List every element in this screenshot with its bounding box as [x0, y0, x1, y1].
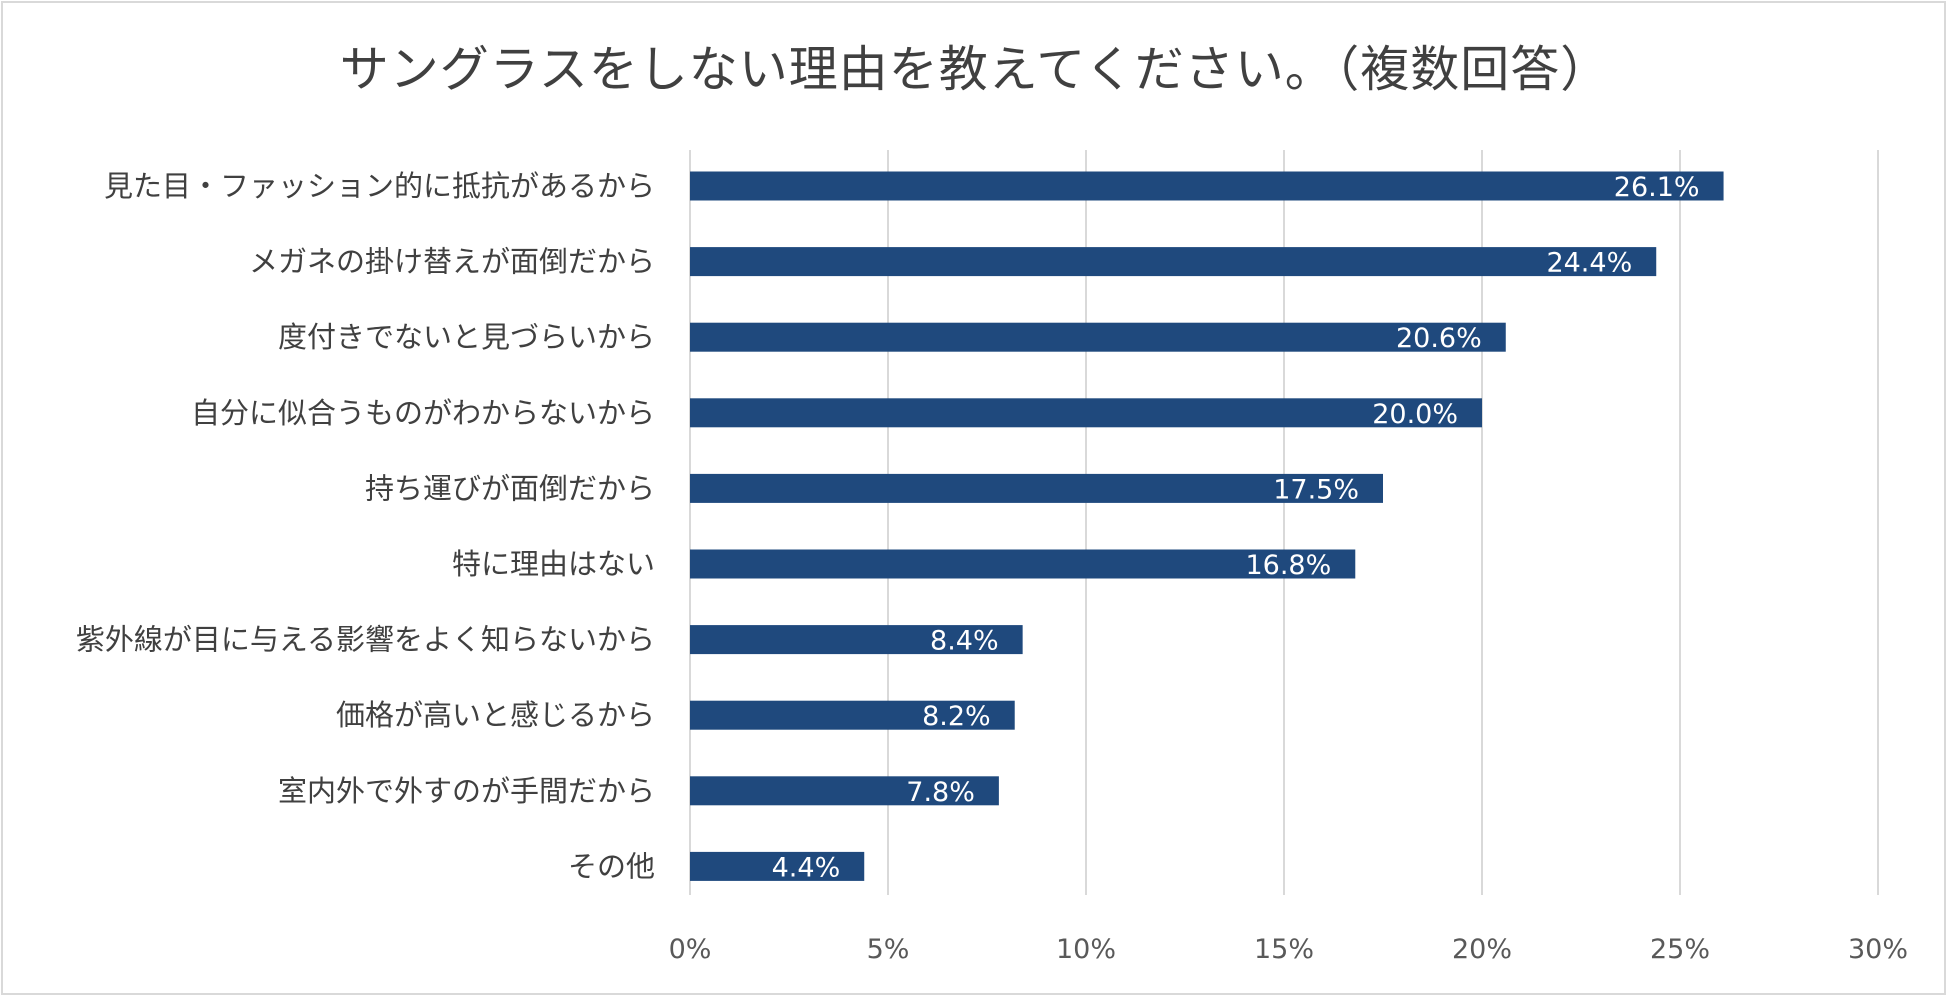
data-label: 4.4% [772, 852, 841, 883]
bar [690, 776, 999, 806]
bar [690, 473, 1383, 503]
category-label: その他 [568, 849, 655, 883]
bar [690, 851, 865, 881]
category-label: 度付きでないと見づらいから [278, 320, 655, 354]
bar [690, 171, 1724, 201]
bar [690, 247, 1657, 277]
x-tick-label: 10% [1056, 934, 1116, 965]
x-tick-label: 5% [867, 934, 910, 965]
chart-title: サングラスをしない理由を教えてください。（複数回答） [339, 41, 1611, 98]
category-label: 自分に似合うものがわからないから [191, 396, 655, 430]
x-axis-tick-labels: 0% 5% 10% 15% 20% 25% 30% [669, 934, 1908, 965]
x-tick-label: 0% [669, 934, 712, 965]
bar [690, 398, 1482, 428]
bar [690, 322, 1506, 352]
data-label: 20.6% [1396, 323, 1482, 354]
x-tick-label: 30% [1848, 934, 1908, 965]
x-tick-label: 20% [1452, 934, 1512, 965]
bar [690, 549, 1356, 579]
category-label: 紫外線が目に与える影響をよく知らないから [76, 623, 655, 657]
category-label: 室内外で外すのが手間だから [278, 774, 655, 808]
data-label: 26.1% [1614, 172, 1700, 203]
data-label: 17.5% [1273, 474, 1359, 505]
category-label: 見た目・ファッション的に抵抗があるから [104, 169, 655, 203]
data-label: 16.8% [1245, 550, 1331, 581]
category-label: 特に理由はない [452, 547, 655, 581]
data-label: 7.8% [906, 777, 975, 808]
x-tick-label: 25% [1650, 934, 1710, 965]
data-label: 8.4% [930, 626, 999, 657]
category-labels: 見た目・ファッション的に抵抗があるからメガネの掛け替えが面倒だから度付きでないと… [76, 169, 655, 883]
bar [690, 625, 1023, 655]
data-label: 24.4% [1546, 248, 1632, 279]
bar [690, 700, 1015, 730]
category-label: メガネの掛け替えが面倒だから [249, 245, 655, 279]
category-label: 価格が高いと感じるから [336, 698, 655, 732]
category-label: 持ち運びが面倒だから [365, 471, 655, 505]
bars: 26.1% 24.4% 20.6% 20.0% 17.5% 16.8% 8.4% 8.2% 7.… [690, 171, 1724, 883]
data-label: 8.2% [922, 701, 991, 732]
data-label: 20.0% [1372, 399, 1458, 430]
x-tick-label: 15% [1254, 934, 1314, 965]
